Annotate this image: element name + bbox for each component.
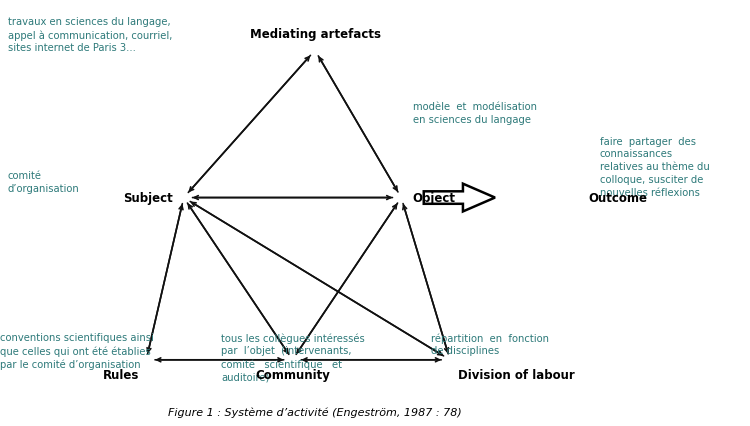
Text: Mediating artefacts: Mediating artefacts <box>250 28 380 40</box>
Text: travaux en sciences du langage,
appel à communication, courriel,
sites internet : travaux en sciences du langage, appel à … <box>8 17 172 53</box>
Polygon shape <box>424 184 495 212</box>
Text: tous les collègues intéressés
par  l’objet  (intervenants,
comité   scientifique: tous les collègues intéressés par l’obje… <box>221 332 365 382</box>
Text: Figure 1 : Système d’activité (Engeström, 1987 : 78): Figure 1 : Système d’activité (Engeström… <box>168 407 462 417</box>
Text: Rules: Rules <box>102 368 139 381</box>
Text: Community: Community <box>255 368 330 381</box>
Text: répartition  en  fonction
de disciplines: répartition en fonction de disciplines <box>431 332 549 356</box>
Text: modèle  et  modélisation
en sciences du langage: modèle et modélisation en sciences du la… <box>413 102 536 125</box>
Text: conventions scientifiques ainsi
que celles qui ont été établies
par le comité d’: conventions scientifiques ainsi que cell… <box>0 332 154 369</box>
Text: comité
d’organisation: comité d’organisation <box>8 170 80 193</box>
Text: Object: Object <box>413 192 455 204</box>
Text: faire  partager  des
connaissances
relatives au thème du
colloque, susciter de
n: faire partager des connaissances relativ… <box>600 136 709 197</box>
Text: Outcome: Outcome <box>589 192 648 204</box>
Text: Subject: Subject <box>123 192 172 204</box>
Text: Division of labour: Division of labour <box>458 368 574 381</box>
